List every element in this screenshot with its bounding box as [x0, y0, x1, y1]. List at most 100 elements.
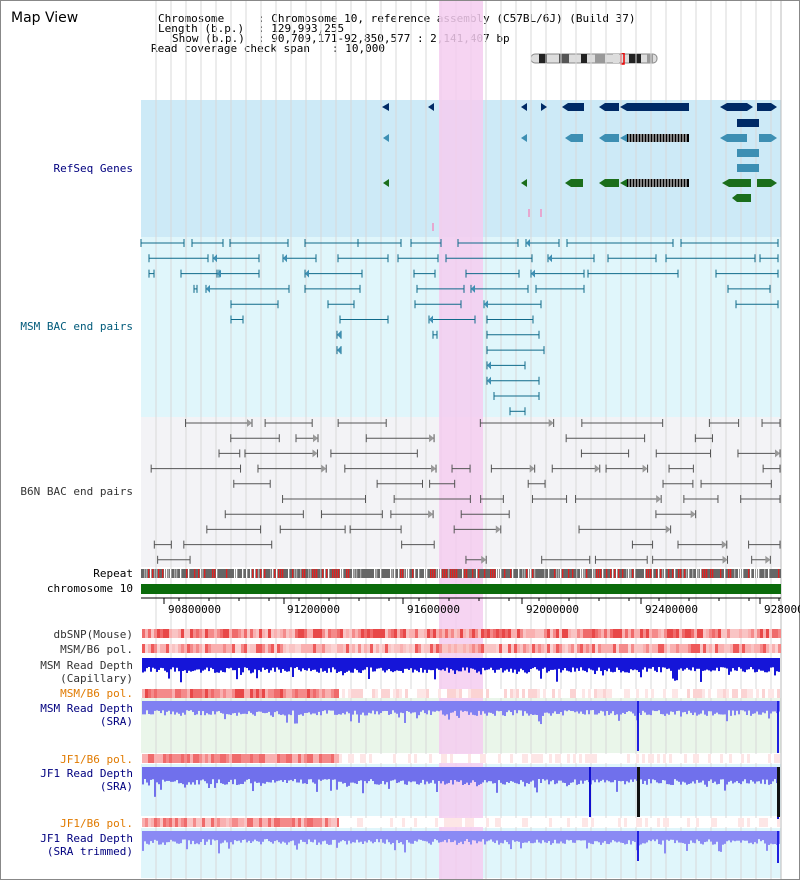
- heat-cell: [553, 629, 556, 638]
- depth-bar: [740, 831, 742, 843]
- depth-bar: [288, 831, 290, 843]
- axis-tick-label: 91600000: [407, 603, 460, 616]
- read-depth-tracks[interactable]: [142, 658, 780, 863]
- heat-cell: [574, 644, 577, 653]
- heat-cell: [292, 644, 295, 653]
- depth-bar: [744, 767, 746, 780]
- depth-bar: [746, 831, 748, 841]
- heat-cell: [274, 689, 277, 698]
- heat-cell: [607, 644, 610, 653]
- heat-cell: [211, 629, 214, 638]
- b6n-bac-label[interactable]: B6N BAC end pairs: [20, 485, 133, 498]
- depth-bar: [678, 831, 680, 843]
- heat-cell: [169, 689, 172, 698]
- depth-bar: [752, 701, 754, 714]
- heat-cell: [142, 689, 145, 698]
- depth-bar: [362, 701, 364, 713]
- highlight-region[interactable]: [439, 1, 483, 879]
- heat-cell: [396, 818, 399, 827]
- repeat-mark: [356, 569, 358, 578]
- chromosome-ideogram[interactable]: [529, 53, 661, 65]
- dbsnp-label[interactable]: dbSNP(Mouse): [53, 628, 133, 641]
- depth-bar: [710, 831, 712, 842]
- heat-cell: [196, 689, 199, 698]
- heat-cell: [399, 754, 402, 763]
- heat-cell: [187, 629, 190, 638]
- repeat-mark: [398, 569, 400, 578]
- heat-cell: [214, 629, 217, 638]
- depth-bar: [406, 701, 408, 711]
- heat-cell: [190, 754, 193, 763]
- depth-bar: [616, 658, 618, 668]
- snp-heat-tracks[interactable]: [142, 629, 781, 827]
- depth-bar: [378, 831, 380, 843]
- chromosome-bar[interactable]: [141, 584, 781, 594]
- repeat-mark: [450, 569, 452, 578]
- jf1-read-depth-sra-label[interactable]: JF1 Read Depth: [40, 767, 133, 780]
- heat-cell: [450, 689, 453, 698]
- heat-cell: [568, 644, 571, 653]
- heat-cell: [613, 644, 616, 653]
- heat-cell: [661, 644, 664, 653]
- depth-bar: [370, 767, 372, 780]
- heat-cell: [717, 818, 720, 827]
- depth-bar: [642, 831, 644, 844]
- repeat-mark: [152, 569, 154, 578]
- heat-cell: [505, 629, 508, 638]
- repeat-mark: [758, 569, 760, 578]
- msm-read-depth-capillary-label[interactable]: MSM Read Depth: [40, 659, 133, 672]
- depth-bar: [482, 658, 484, 668]
- refseq-genes[interactable]: [382, 103, 777, 231]
- jf1-b6-pol-label[interactable]: JF1/B6 pol.: [60, 753, 133, 766]
- jf1-read-depth-trimmed-label[interactable]: JF1 Read Depth: [40, 832, 133, 845]
- depth-bar: [600, 701, 602, 711]
- depth-bar: [204, 658, 206, 670]
- depth-bar: [482, 831, 484, 840]
- depth-bar: [526, 658, 528, 674]
- msm-b6-pol-label[interactable]: MSM/B6 pol.: [60, 643, 133, 656]
- msm-read-depth-sra-label[interactable]: MSM Read Depth: [40, 702, 133, 715]
- depth-bar: [708, 831, 710, 840]
- msm-b6-pol-sra-label[interactable]: MSM/B6 pol.: [60, 687, 133, 700]
- heat-cell: [178, 818, 181, 827]
- msm-bac-pairs[interactable]: [140, 239, 779, 416]
- depth-bar: [168, 658, 170, 679]
- msm-bac-label[interactable]: MSM BAC end pairs: [20, 320, 133, 333]
- repeat-mark: [336, 569, 338, 578]
- depth-bar: [312, 767, 314, 783]
- depth-bar: [420, 831, 422, 840]
- depth-bar: [774, 701, 776, 712]
- gene-mark: [605, 103, 619, 111]
- depth-bar: [556, 701, 558, 714]
- heat-cell: [244, 818, 247, 827]
- jf1-b6-pol-trim-label[interactable]: JF1/B6 pol.: [60, 817, 133, 830]
- depth-bar: [246, 767, 248, 780]
- depth-bar: [664, 701, 666, 716]
- heat-cell: [169, 629, 172, 638]
- repeat-mark: [276, 569, 278, 578]
- heat-cell: [597, 818, 600, 827]
- heat-cell: [229, 754, 232, 763]
- heat-cell: [181, 644, 184, 653]
- heat-cell: [381, 818, 384, 827]
- depth-bar: [444, 701, 446, 716]
- bac-end-arrow: [312, 449, 318, 458]
- repeat-mark: [498, 569, 500, 578]
- b6n-bac-pairs[interactable]: [150, 419, 781, 564]
- heat-cell: [553, 644, 556, 653]
- repeat-track[interactable]: [141, 569, 781, 578]
- depth-bar: [672, 831, 674, 840]
- heat-cell: [570, 689, 573, 698]
- depth-bar: [280, 658, 282, 673]
- depth-bar: [692, 701, 694, 716]
- depth-bar: [740, 658, 742, 669]
- depth-bar: [212, 767, 214, 780]
- heat-cell: [217, 689, 220, 698]
- refseq-genes-label[interactable]: RefSeq Genes: [53, 162, 133, 175]
- depth-bar: [194, 767, 196, 785]
- heat-cell: [499, 644, 502, 653]
- heat-cell: [265, 644, 268, 653]
- depth-bar: [422, 658, 424, 673]
- heat-cell: [561, 689, 564, 698]
